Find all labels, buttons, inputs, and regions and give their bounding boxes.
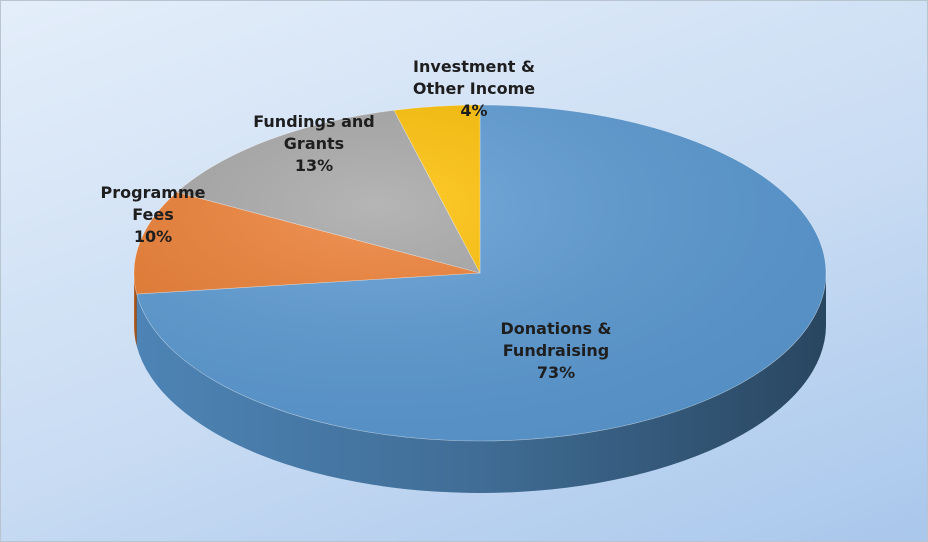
data-label-category: Donations & Fundraising: [500, 319, 612, 360]
slice-side-shade: [136, 273, 826, 493]
data-label-category: Fundings and Grants: [253, 112, 375, 153]
data-label: Programme Fees 10%: [93, 182, 213, 248]
pie-shine: [134, 105, 826, 441]
data-label-category: Programme Fees: [100, 183, 206, 224]
data-label: Donations & Fundraising 73%: [481, 318, 631, 384]
data-label-value: 73%: [536, 363, 576, 382]
data-label-category: Investment & Other Income: [412, 57, 536, 98]
data-label: Fundings and Grants 13%: [239, 111, 389, 177]
data-label-value: 10%: [133, 227, 173, 246]
data-label: Investment & Other Income 4%: [394, 56, 554, 122]
data-label-value: 4%: [460, 101, 488, 120]
data-label-value: 13%: [294, 156, 334, 175]
